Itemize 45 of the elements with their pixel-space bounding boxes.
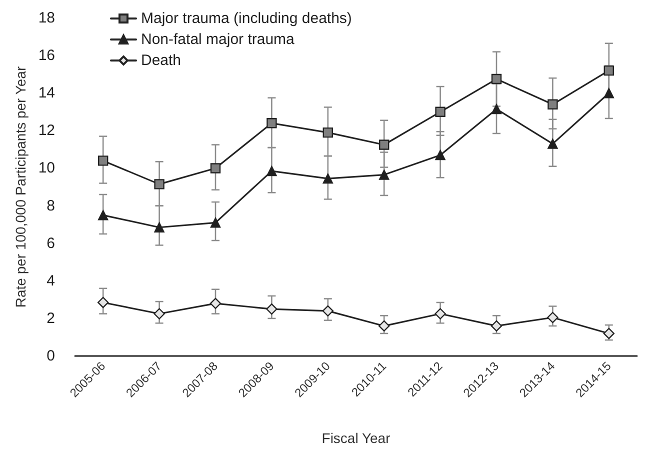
point [154, 308, 165, 320]
point [98, 296, 109, 308]
point [491, 74, 502, 84]
x-axis-title: Fiscal Year [322, 430, 391, 446]
legend-label: Death [141, 52, 182, 69]
point [435, 106, 446, 117]
y-axis-title: Rate per 100,000 Participants per Year [12, 66, 28, 308]
point [490, 320, 502, 332]
point [378, 320, 390, 332]
point [98, 210, 108, 220]
point [379, 140, 390, 150]
point [434, 308, 446, 320]
point [266, 118, 277, 128]
y-tick-label: 10 [38, 160, 55, 177]
point [266, 303, 278, 315]
y-tick-label: 12 [38, 122, 55, 140]
point [491, 104, 502, 114]
point [154, 222, 164, 232]
point [322, 173, 333, 184]
y-tick-label: 6 [46, 234, 55, 252]
point [98, 156, 108, 166]
point [604, 65, 614, 76]
legend-label: Non-fatal major trauma [141, 31, 296, 48]
point [547, 312, 558, 324]
y-tick-label: 14 [38, 84, 55, 102]
point [322, 305, 334, 317]
point [210, 218, 221, 228]
y-tick-label: 18 [38, 10, 55, 26]
y-tick-label: 8 [46, 197, 55, 214]
y-tick-label: 2 [46, 310, 55, 327]
point [379, 170, 390, 180]
point [604, 88, 614, 98]
y-tick-label: 16 [38, 47, 55, 64]
legend-label: Major trauma (including deaths) [141, 10, 352, 27]
point [603, 328, 614, 340]
y-tick-label: 4 [46, 272, 55, 290]
point [210, 163, 221, 174]
point [322, 127, 333, 138]
point [548, 99, 558, 110]
point [435, 150, 446, 160]
point [266, 166, 277, 176]
point [154, 179, 164, 190]
point [210, 298, 222, 310]
y-tick-label: 0 [46, 348, 55, 364]
point [548, 138, 558, 149]
